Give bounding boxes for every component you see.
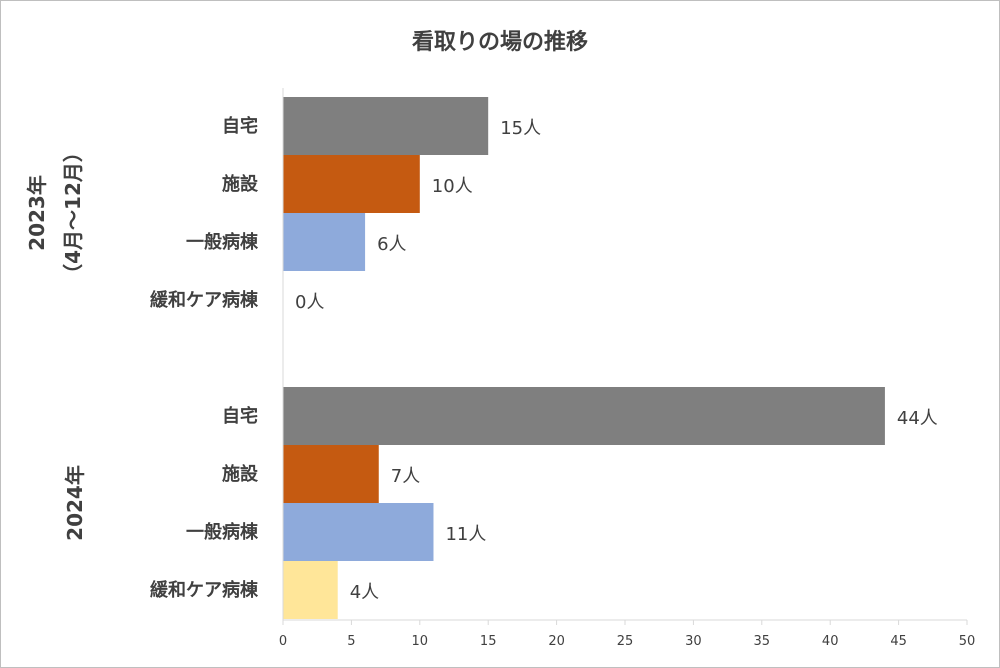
x-tick-label: 50	[959, 634, 976, 649]
bar-0-2	[283, 213, 366, 271]
x-tick-label: 35	[754, 634, 771, 649]
chart-title: 看取りの場の推移	[411, 30, 588, 55]
category-label: 自宅	[222, 405, 258, 427]
x-tick-label: 45	[890, 634, 907, 649]
category-label: 施設	[222, 463, 259, 485]
x-tick-label: 30	[685, 634, 702, 649]
category-label: 一般病棟	[186, 231, 259, 253]
x-tick-label: 5	[347, 634, 355, 649]
group-label: 2023年	[25, 175, 49, 251]
data-label: 4人	[350, 582, 379, 603]
category-label: 一般病棟	[186, 521, 259, 543]
data-label: 11人	[445, 524, 486, 545]
data-label: 0人	[295, 292, 324, 313]
x-tick-label: 25	[617, 634, 634, 649]
bar-0-1	[283, 155, 420, 213]
bar-1-2	[283, 503, 434, 561]
bar-0-0	[283, 97, 489, 155]
data-label: 10人	[432, 176, 473, 197]
bar-1-0	[283, 387, 885, 445]
x-tick-label: 15	[480, 634, 497, 649]
x-tick-label: 0	[279, 634, 287, 649]
bar-1-1	[283, 445, 379, 503]
x-tick-label: 40	[822, 634, 839, 649]
data-label: 15人	[500, 118, 541, 139]
group-label: 2024年	[63, 465, 87, 541]
category-label: 施設	[222, 173, 259, 195]
x-tick-label: 10	[412, 634, 429, 649]
category-label: 緩和ケア病棟	[150, 579, 259, 601]
data-label: 6人	[377, 234, 406, 255]
data-label: 44人	[897, 408, 938, 429]
x-tick-label: 20	[548, 634, 565, 649]
category-label: 自宅	[222, 115, 258, 137]
group-sublabel: （4月～12月）	[61, 142, 85, 284]
data-label: 7人	[391, 466, 420, 487]
category-label: 緩和ケア病棟	[150, 289, 259, 311]
bar-1-3	[283, 561, 338, 619]
